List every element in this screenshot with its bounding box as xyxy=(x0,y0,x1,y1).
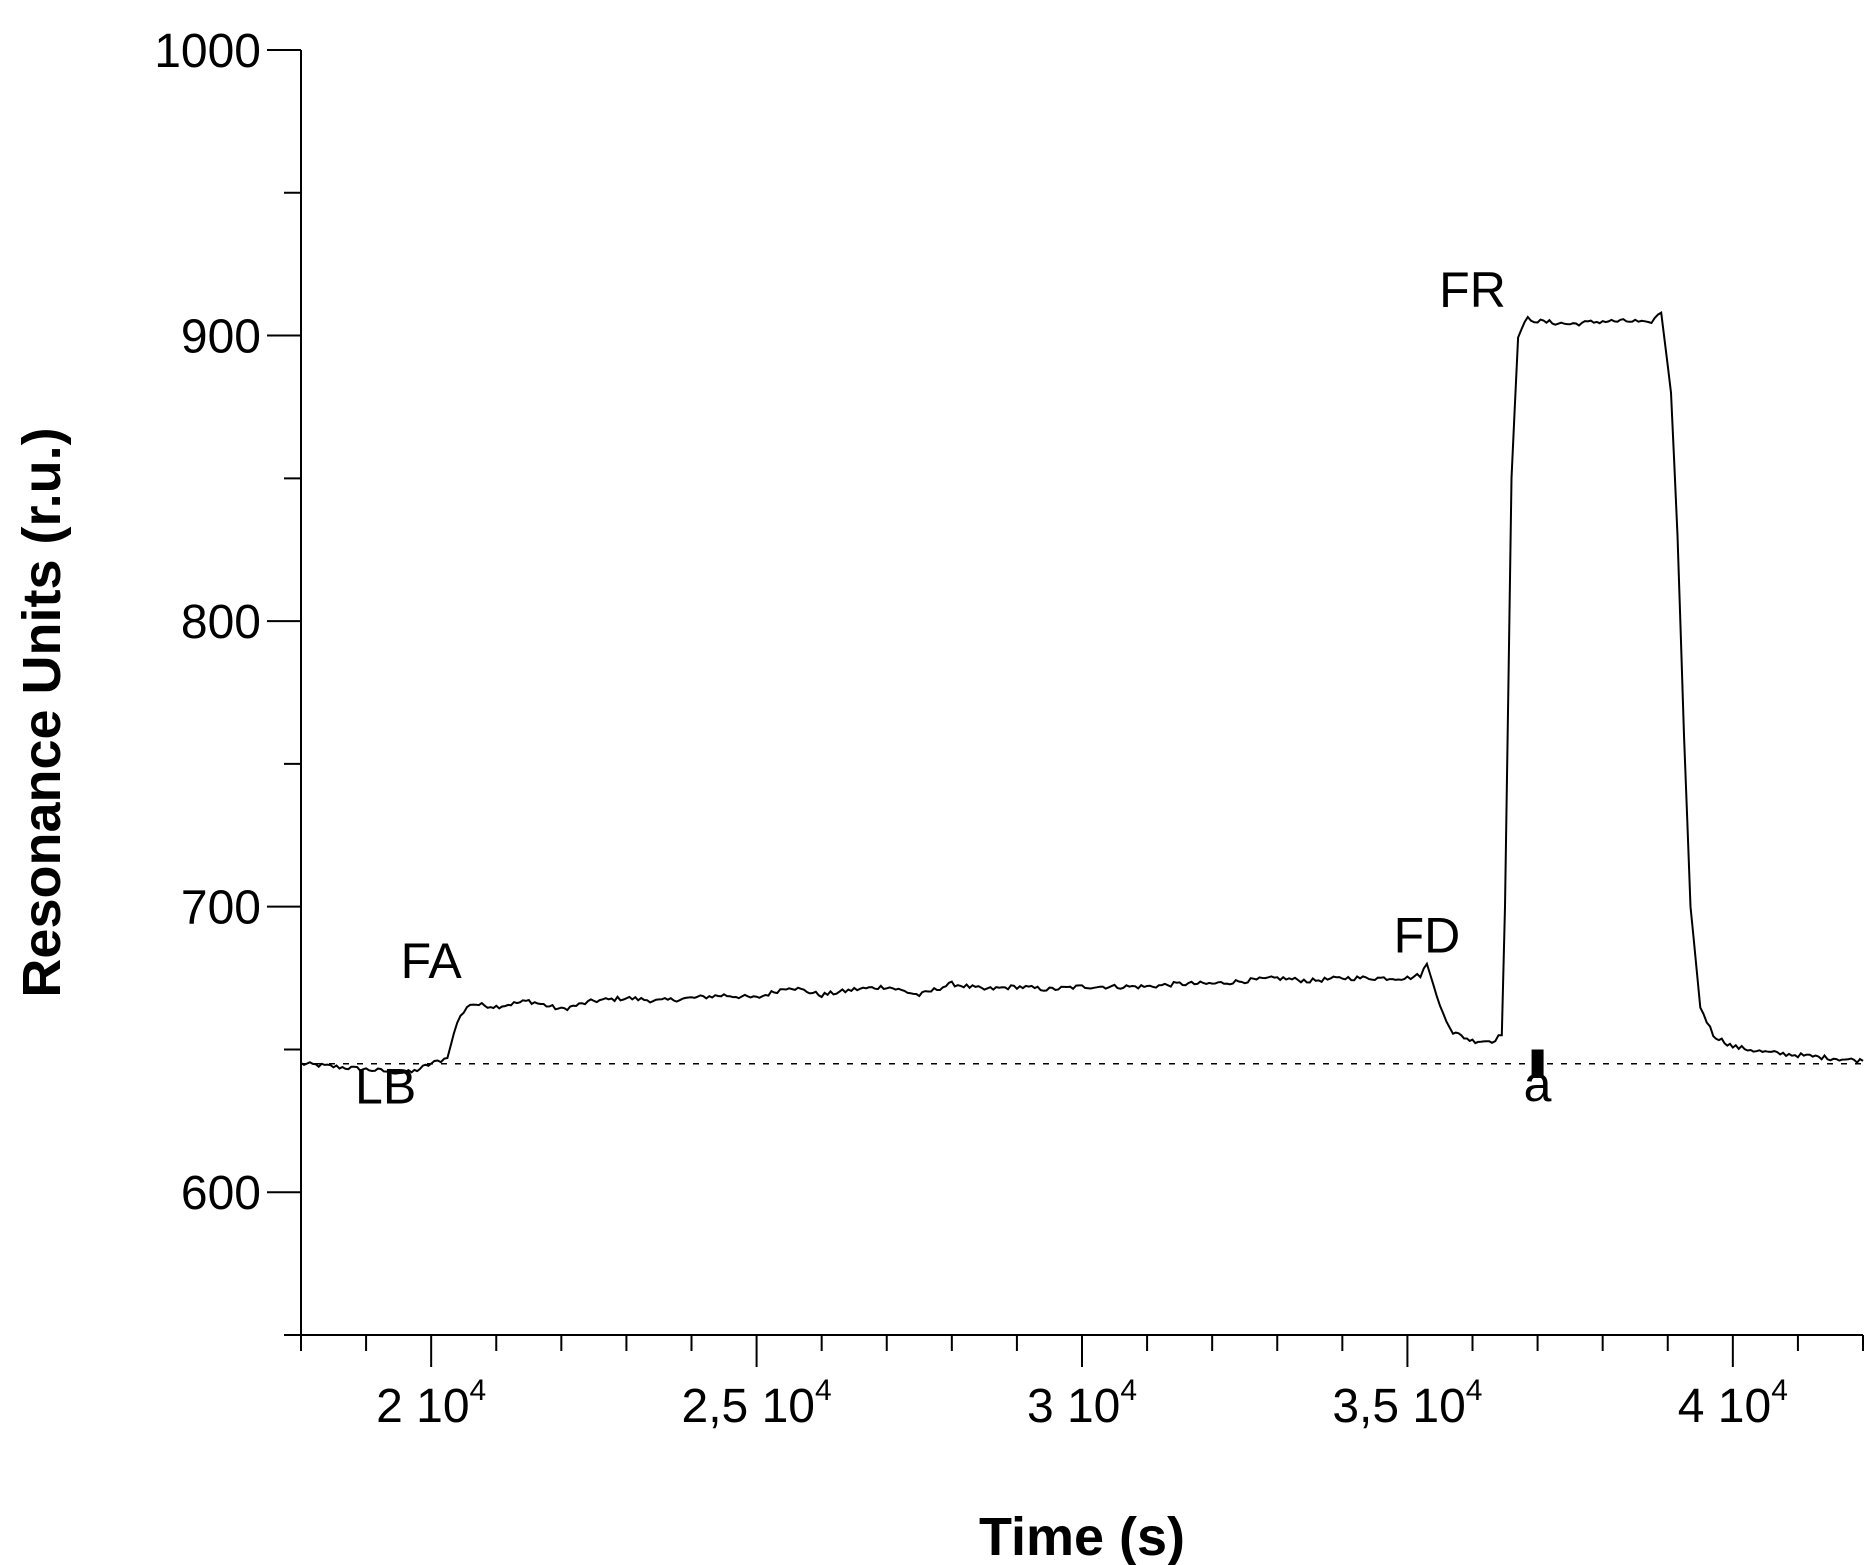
sensorgram-line xyxy=(300,311,1864,1075)
axes: 600 700 800 900 1000 2 104 2,5 104 3 104 3,5 10… xyxy=(154,25,1864,1433)
annotation-label: FR xyxy=(1439,262,1506,318)
annotation-label: FA xyxy=(401,933,463,989)
y-tick-label: 800 xyxy=(181,596,261,649)
annotation-label: LB xyxy=(355,1059,416,1115)
annotation-label: a xyxy=(1524,1056,1552,1112)
y-axis-title: Resonance Units (r.u.) xyxy=(12,427,72,997)
y-tick-label: 1000 xyxy=(154,25,261,78)
x-tick-label: 4 104 xyxy=(1678,1374,1788,1433)
x-axis-title: Time (s) xyxy=(979,1507,1185,1565)
x-tick-label: 2 104 xyxy=(376,1374,486,1433)
y-tick-label: 600 xyxy=(181,1167,261,1220)
x-tick-label: 3,5 104 xyxy=(1332,1374,1482,1433)
y-tick-label: 900 xyxy=(181,311,261,364)
annotations: LB FA FD FR a xyxy=(355,262,1552,1115)
annotation-label: FD xyxy=(1394,907,1461,963)
x-tick-label: 3 104 xyxy=(1027,1374,1137,1433)
x-tick-label: 2,5 104 xyxy=(682,1374,832,1433)
y-tick-label: 700 xyxy=(181,882,261,935)
x-ticks: 2 104 2,5 104 3 104 3,5 104 4 104 xyxy=(300,1335,1864,1433)
y-ticks: 600 700 800 900 1000 xyxy=(154,25,301,1336)
